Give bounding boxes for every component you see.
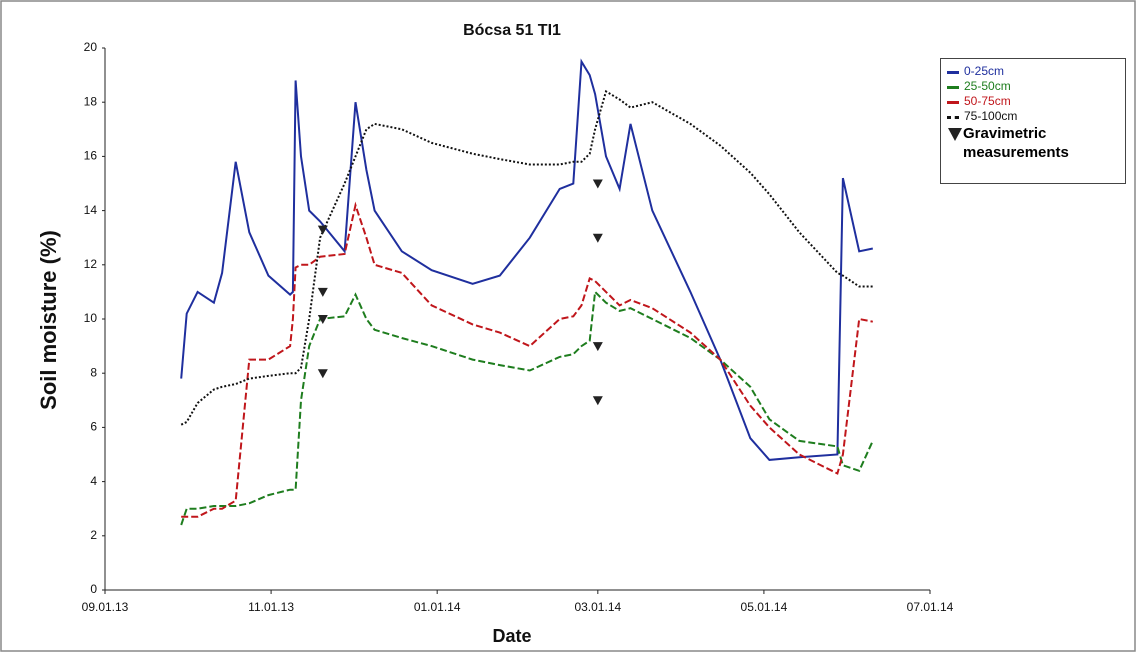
gravimetric-marker (317, 287, 328, 297)
legend-item: 75-100cm (947, 109, 1119, 123)
chart-title: Bócsa 51 TI1 (463, 22, 561, 39)
x-axis-label: Date (492, 626, 531, 646)
x-tick-label: 11.01.13 (248, 600, 294, 614)
y-tick-label: 10 (84, 311, 98, 325)
gravimetric-marker (592, 179, 603, 189)
legend-label: Gravimetric measurements (963, 125, 1069, 161)
y-tick-label: 2 (90, 528, 97, 542)
series-line (180, 89, 873, 426)
gravimetric-marker (317, 315, 328, 324)
gravimetric-marker (592, 233, 603, 243)
y-tick-label: 12 (84, 257, 98, 271)
legend: 0-25cm 25-50cm 50-75cm 75-100cm Gravimetric … (940, 58, 1126, 184)
x-tick-label: 03.01.14 (574, 600, 621, 614)
legend-label: 50-75cm (964, 94, 1011, 108)
gravimetric-marker (592, 396, 603, 406)
y-tick-label: 14 (84, 203, 98, 217)
legend-label: 75-100cm (964, 109, 1018, 123)
gravimetric-marker (592, 342, 603, 352)
gravimetric-marker (317, 369, 328, 379)
x-tick-label: 05.01.14 (741, 600, 788, 614)
y-tick-label: 16 (84, 149, 98, 163)
series-line (180, 289, 874, 526)
y-tick-label: 8 (90, 365, 97, 379)
legend-label: 25-50cm (964, 79, 1011, 93)
legend-item: 25-50cm (947, 79, 1119, 93)
x-tick-label: 07.01.14 (907, 600, 954, 614)
legend-item: 0-25cm (947, 64, 1119, 78)
legend-triangle (948, 128, 962, 141)
x-tick-label: 01.01.14 (414, 600, 461, 614)
y-tick-label: 20 (84, 40, 98, 54)
legend-marker (948, 128, 962, 141)
series-line (180, 58, 874, 461)
y-axis-label: Soil moisture (%) (36, 230, 61, 410)
y-tick-label: 0 (90, 582, 97, 596)
gravimetric-marker (317, 225, 328, 235)
series-line (181, 201, 873, 518)
legend-swatch (947, 101, 959, 104)
legend-swatch (947, 86, 959, 89)
legend-swatch (947, 71, 959, 74)
legend-label: 0-25cm (964, 64, 1005, 78)
y-tick-label: 18 (84, 94, 98, 108)
legend-item: 50-75cm (947, 94, 1119, 108)
legend-item: Gravimetric measurements (947, 124, 1119, 162)
y-tick-label: 6 (90, 420, 97, 434)
x-tick-label: 09.01.13 (82, 600, 129, 614)
y-tick-label: 4 (90, 474, 97, 488)
legend-swatch (947, 116, 959, 119)
